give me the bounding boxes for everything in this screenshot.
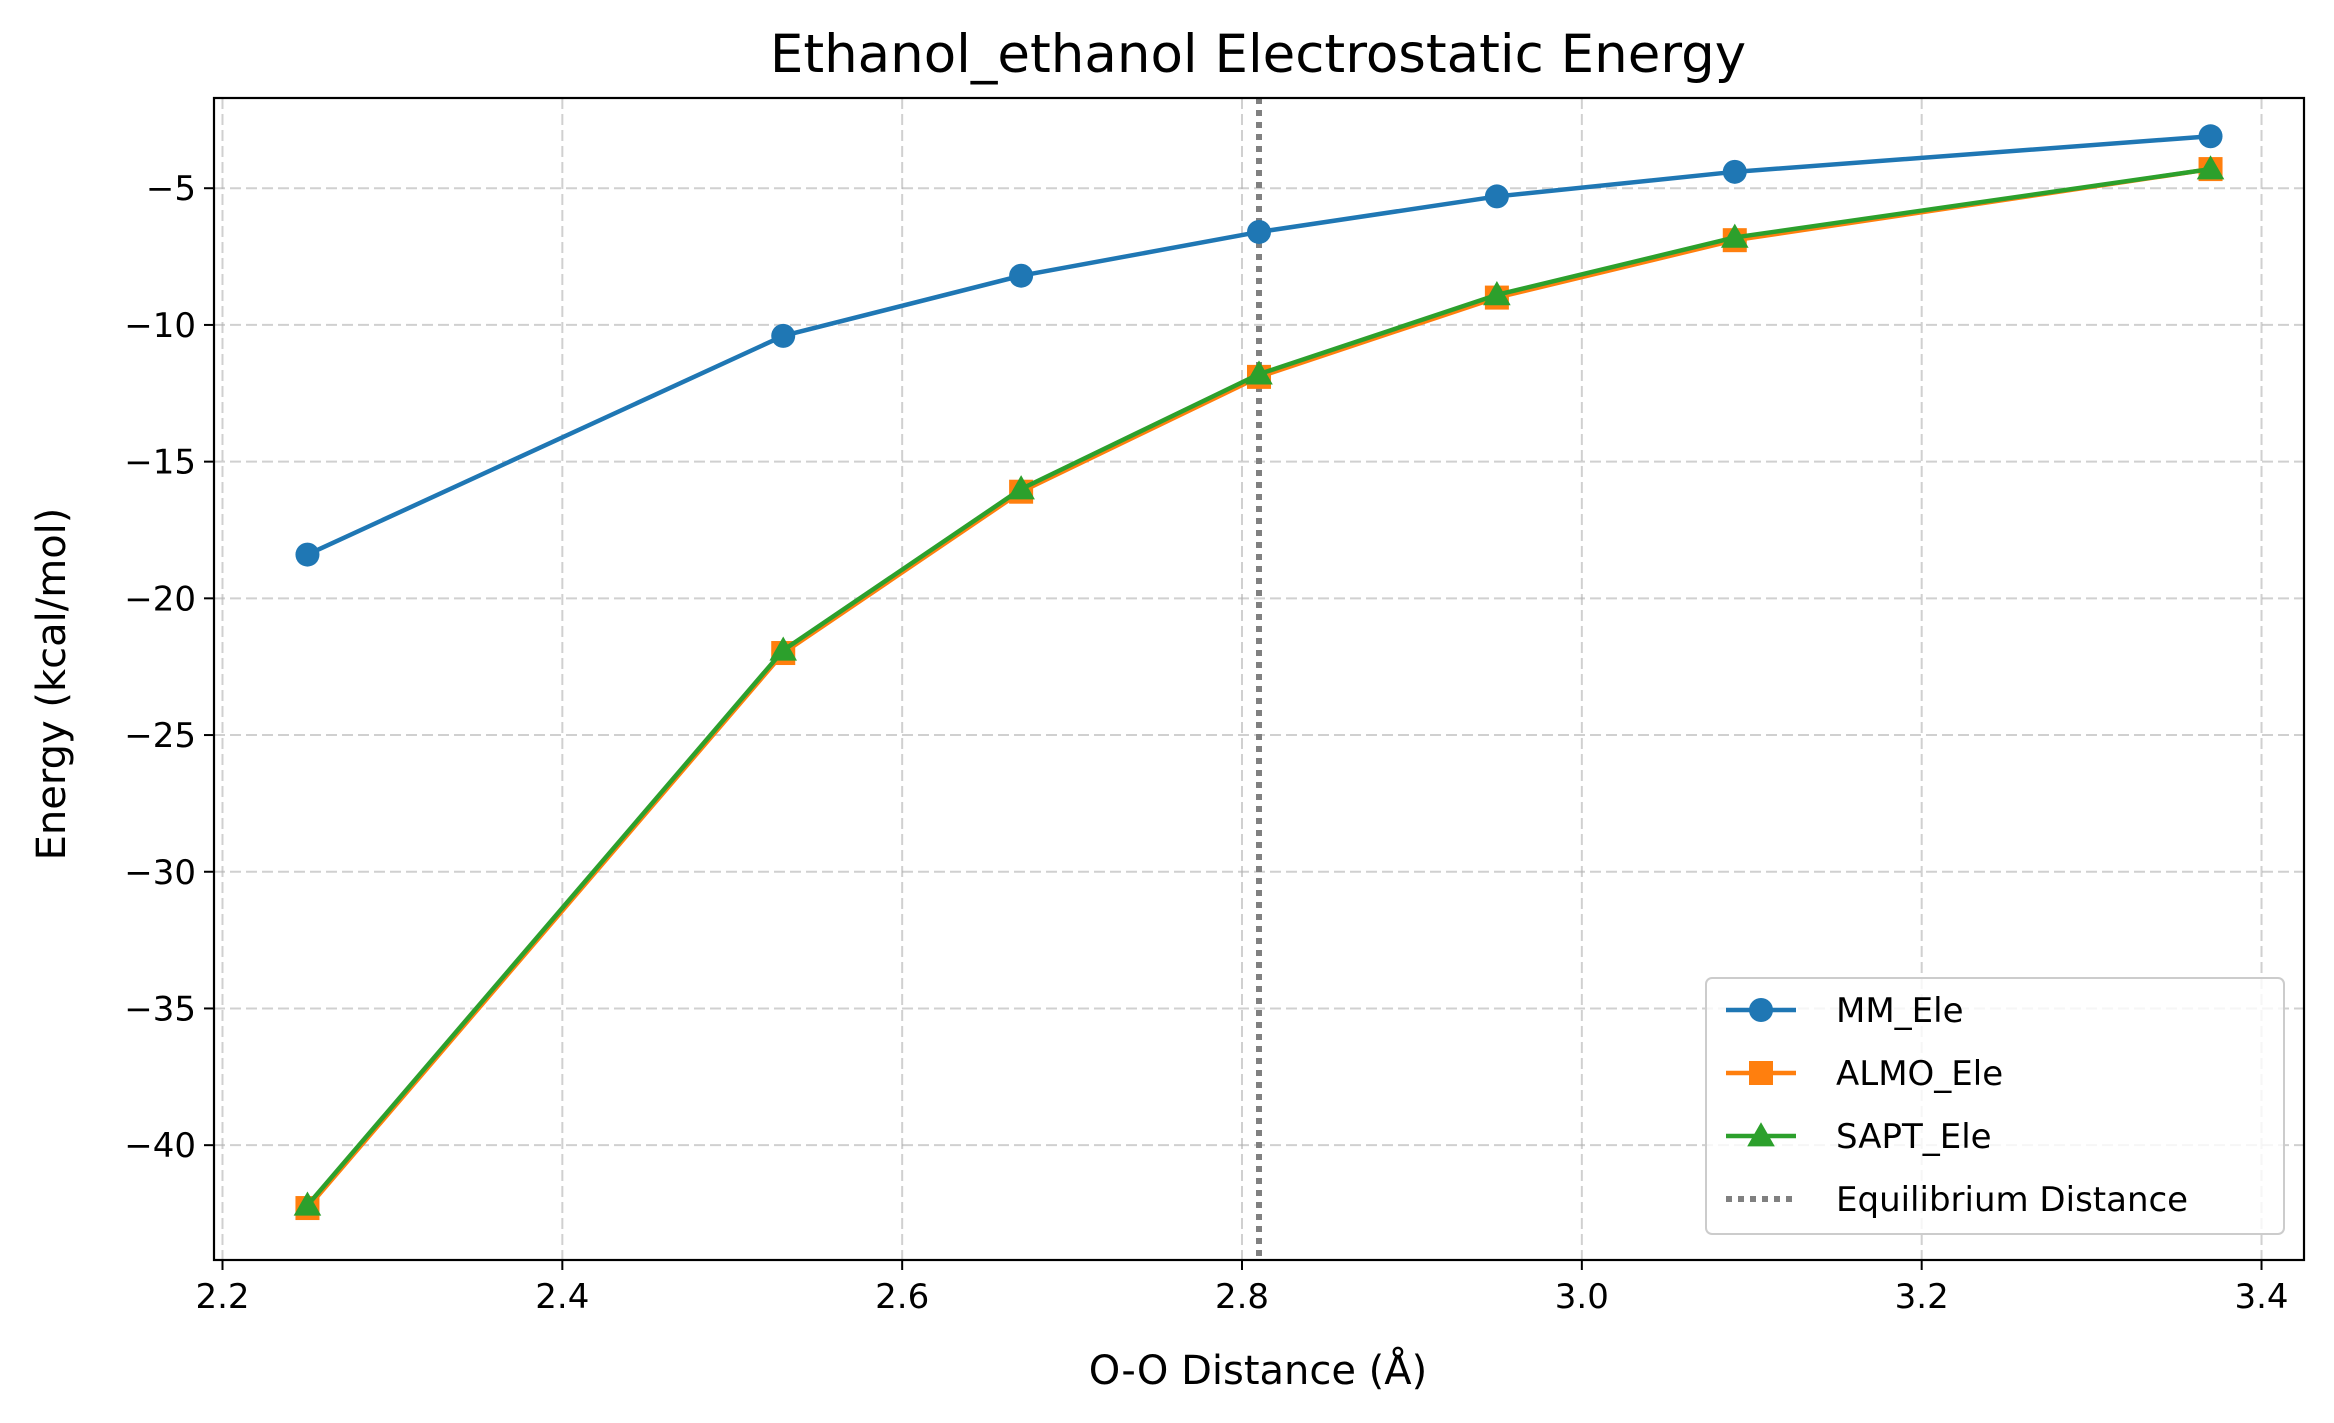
- plot-area-frame: [212, 96, 2306, 1262]
- y-tick-label: −15: [124, 443, 196, 483]
- y-tick-label: −5: [146, 169, 196, 209]
- x-axis-ticks: 2.2 2.4 2.6 2.8 3.0 3.2 3.4: [195, 1260, 2289, 1317]
- data-point: [293, 1191, 322, 1216]
- legend: MM_Ele ALMO_Ele SAPT_Ele Equilibrium Distan…: [1705, 977, 2285, 1235]
- x-axis-label: O-O Distance (Å): [1089, 1346, 1428, 1394]
- y-axis-label: Energy (kcal/mol): [29, 508, 75, 861]
- legend-entry: Equilibrium Distance: [1726, 1180, 2188, 1220]
- chart-title: Ethanol_ethanol Electrostatic Energy: [770, 24, 1746, 85]
- data-point: [1722, 159, 1747, 184]
- data-point: [2196, 155, 2225, 180]
- x-tick-label: 2.4: [535, 1277, 589, 1317]
- data-point: [1245, 360, 1273, 385]
- data-point: [1484, 184, 1509, 209]
- legend-label: ALMO_Ele: [1836, 1054, 2003, 1094]
- y-tick-label: −40: [124, 1126, 196, 1166]
- legend-marker: [1749, 1061, 1773, 1085]
- series-layer: [293, 124, 2225, 1221]
- legend-entry: ALMO_Ele: [1726, 1054, 2003, 1094]
- legend-label: Equilibrium Distance: [1836, 1180, 2188, 1220]
- legend-label: SAPT_Ele: [1836, 1117, 1992, 1157]
- data-point: [1009, 263, 1034, 288]
- data-point: [1720, 223, 1749, 248]
- x-tick-label: 2.8: [1215, 1277, 1269, 1317]
- y-tick-label: −30: [124, 853, 196, 893]
- y-tick-label: −20: [124, 579, 196, 619]
- data-point: [1247, 219, 1271, 244]
- x-tick-label: 3.4: [2234, 1277, 2288, 1317]
- y-tick-label: −10: [124, 306, 196, 346]
- data-point: [295, 542, 320, 567]
- legend-items: MM_Ele ALMO_Ele SAPT_Ele Equilibrium Distan…: [1726, 991, 2188, 1220]
- x-tick-label: 2.2: [195, 1277, 249, 1317]
- data-point: [1007, 475, 1035, 500]
- legend-marker: [1747, 1122, 1775, 1147]
- legend-box: [1705, 977, 2285, 1235]
- y-tick-label: −25: [124, 716, 196, 756]
- data-point: [771, 323, 796, 348]
- y-axis-ticks: −5 −10 −15 −20 −25 −30 −35 −40: [124, 169, 214, 1166]
- legend-label: MM_Ele: [1836, 991, 1964, 1031]
- data-point: [769, 636, 798, 661]
- series-mm-ele: [295, 124, 2223, 567]
- series-sapt-ele: [293, 155, 2225, 1216]
- legend-entry: SAPT_Ele: [1726, 1117, 1992, 1157]
- x-tick-label: 3.0: [1555, 1277, 1609, 1317]
- data-point: [2198, 124, 2223, 149]
- legend-entry: MM_Ele: [1726, 991, 1964, 1031]
- x-tick-label: 2.6: [875, 1277, 929, 1317]
- y-tick-label: −35: [124, 989, 196, 1029]
- legend-marker: [1749, 998, 1773, 1022]
- x-tick-label: 3.2: [1895, 1277, 1949, 1317]
- data-point: [1483, 281, 1511, 306]
